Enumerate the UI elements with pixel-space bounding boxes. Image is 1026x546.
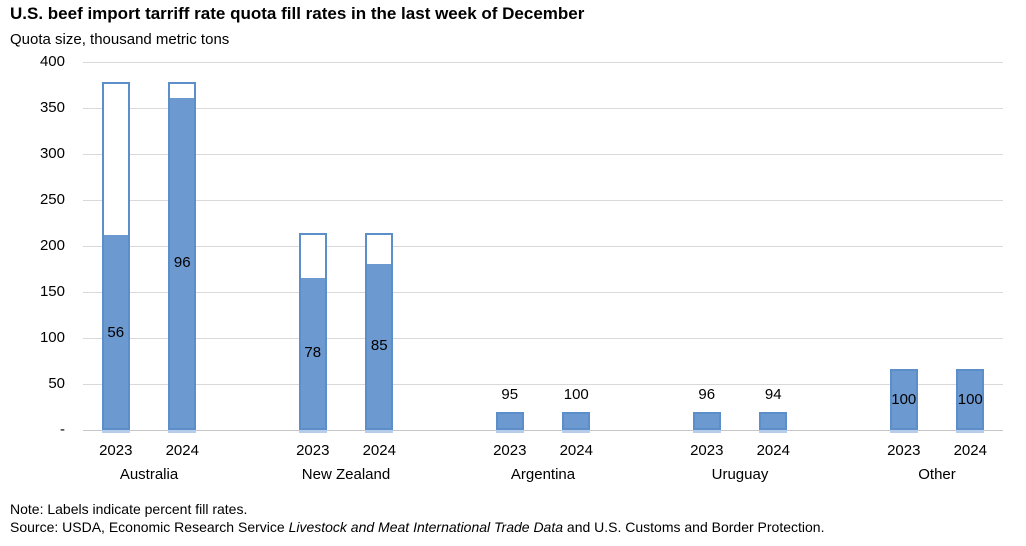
y-tick-label: 50 — [48, 375, 65, 392]
bar-value-label: 95 — [501, 385, 519, 403]
y-tick-label: 100 — [39, 329, 65, 346]
x-axis-line — [83, 430, 1003, 431]
bar-foot-edge — [298, 430, 327, 433]
quota-bar-outline — [168, 82, 197, 430]
bar-foot-edge — [692, 430, 721, 433]
source-prefix: Source: USDA, Economic Research Service — [10, 519, 289, 535]
gridline — [83, 154, 1003, 155]
quota-bar-fill — [761, 414, 786, 428]
bar-foot-edge — [956, 430, 985, 433]
country-label: Other — [918, 466, 956, 483]
quota-bar-fill — [367, 264, 392, 428]
source-italic-title: Livestock and Meat International Trade D… — [288, 519, 564, 535]
bar-foot-edge — [101, 430, 130, 433]
year-label: 2023 — [690, 442, 724, 459]
bar-value-label: 100 — [563, 385, 589, 403]
quota-bar-fill — [170, 97, 195, 428]
bar-value-label: 96 — [173, 254, 191, 272]
quota-bar-fill — [103, 235, 128, 428]
year-label: 2023 — [887, 442, 921, 459]
bar-foot-edge — [759, 430, 788, 433]
note-text: Note: Labels indicate percent fill rates… — [10, 501, 248, 517]
bar-foot-edge — [365, 430, 394, 433]
quota-bar-outline — [692, 411, 721, 430]
quota-bar-fill — [497, 414, 522, 428]
quota-bar-outline — [298, 233, 327, 430]
bar-foot-edge — [889, 430, 918, 433]
year-label: 2023 — [296, 442, 330, 459]
quota-bar-outline — [101, 82, 130, 430]
country-label: Argentina — [510, 466, 576, 483]
bar-value-label: 100 — [957, 390, 983, 408]
quota-bar-fill — [564, 413, 589, 428]
bar-foot-edge — [562, 430, 591, 433]
bar-foot-edge — [495, 430, 524, 433]
year-label: 2024 — [559, 442, 593, 459]
y-tick-label: 350 — [39, 99, 65, 116]
country-label: New Zealand — [301, 466, 391, 483]
bar-value-label: 100 — [891, 390, 917, 408]
quota-bar-outline — [759, 411, 788, 430]
year-label: 2024 — [165, 442, 199, 459]
quota-bar-outline — [495, 411, 524, 430]
y-tick-label: - — [60, 421, 65, 438]
bar-value-label: 96 — [698, 385, 716, 403]
bar-value-label: 85 — [370, 337, 388, 355]
bar-value-label: 56 — [107, 323, 125, 341]
chart-title: U.S. beef import tarriff rate quota fill… — [10, 4, 585, 23]
quota-bar-fill — [694, 414, 719, 428]
gridline — [83, 384, 1003, 385]
bar-value-label: 78 — [304, 344, 322, 362]
year-label: 2023 — [493, 442, 527, 459]
gridline — [83, 200, 1003, 201]
quota-bar-outline — [889, 369, 918, 430]
y-tick-label: 200 — [39, 237, 65, 254]
gridline — [83, 108, 1003, 109]
y-tick-label: 250 — [39, 191, 65, 208]
country-label: Uruguay — [711, 466, 769, 483]
quota-bar-fill — [300, 277, 325, 428]
y-tick-label: 300 — [39, 145, 65, 162]
quota-bar-fill — [958, 371, 983, 428]
year-label: 2024 — [953, 442, 987, 459]
source-text: Source: USDA, Economic Research Service … — [10, 519, 824, 535]
bar-foot-edge — [168, 430, 197, 433]
source-suffix: and U.S. Customs and Border Protection. — [563, 519, 825, 535]
gridline — [83, 246, 1003, 247]
quota-bar-fill — [891, 371, 916, 428]
y-tick-label: 400 — [39, 53, 65, 70]
quota-bar-outline — [956, 369, 985, 430]
gridline — [83, 62, 1003, 63]
gridline — [83, 292, 1003, 293]
year-label: 2024 — [756, 442, 790, 459]
quota-bar-outline — [365, 233, 394, 430]
year-label: 2023 — [99, 442, 133, 459]
gridline — [83, 338, 1003, 339]
quota-bar-outline — [562, 411, 591, 430]
bar-value-label: 94 — [764, 385, 782, 403]
y-tick-label: 150 — [39, 283, 65, 300]
year-label: 2024 — [362, 442, 396, 459]
axis-unit-label: Quota size, thousand metric tons — [10, 31, 230, 48]
country-label: Australia — [119, 466, 179, 483]
